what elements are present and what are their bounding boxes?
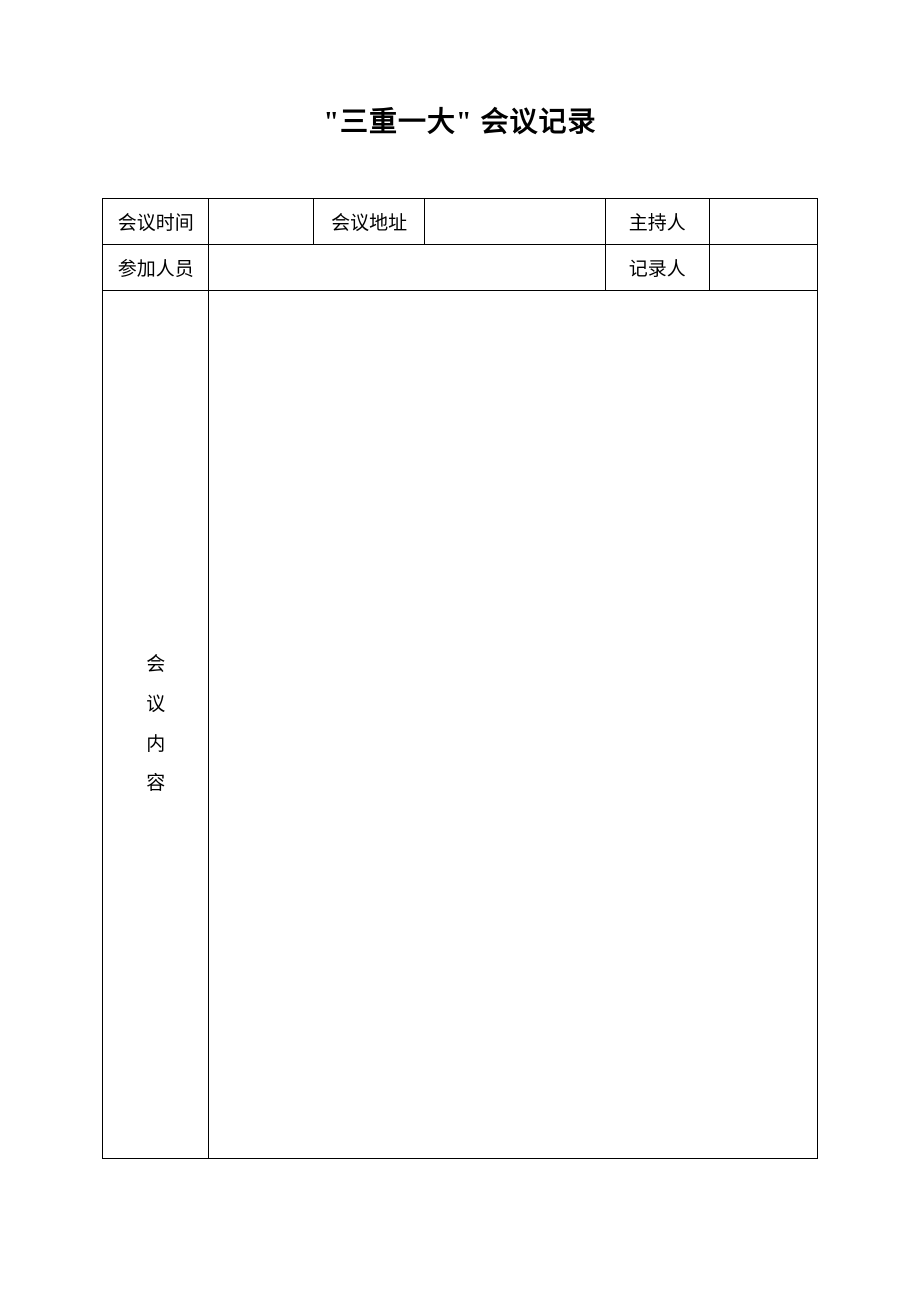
content-char-3: 容: [146, 764, 165, 804]
host-value: [709, 199, 818, 245]
meeting-time-value: [209, 199, 313, 245]
vertical-label-container: 会 议 内 容: [103, 291, 208, 1158]
content-char-2: 内: [146, 725, 165, 765]
meeting-time-label: 会议时间: [103, 199, 209, 245]
recorder-label: 记录人: [606, 245, 709, 291]
recorder-value: [709, 245, 818, 291]
table-row-3: 会 议 内 容: [103, 291, 818, 1159]
content-char-0: 会: [146, 645, 165, 685]
page-container: "三重一大" 会议记录 会议时间 会议地址 主持人 参加人员 记录人 会 议 内…: [0, 0, 920, 1159]
attendees-label: 参加人员: [103, 245, 209, 291]
table-row-2: 参加人员 记录人: [103, 245, 818, 291]
meeting-form-table: 会议时间 会议地址 主持人 参加人员 记录人 会 议 内 容: [102, 198, 818, 1159]
attendees-value: [209, 245, 606, 291]
host-label: 主持人: [606, 199, 709, 245]
content-char-1: 议: [146, 685, 165, 725]
table-row-1: 会议时间 会议地址 主持人: [103, 199, 818, 245]
meeting-content-label: 会 议 内 容: [103, 291, 209, 1159]
meeting-address-label: 会议地址: [313, 199, 424, 245]
meeting-content-value: [209, 291, 818, 1159]
meeting-address-value: [425, 199, 606, 245]
document-title: "三重一大" 会议记录: [102, 100, 818, 140]
